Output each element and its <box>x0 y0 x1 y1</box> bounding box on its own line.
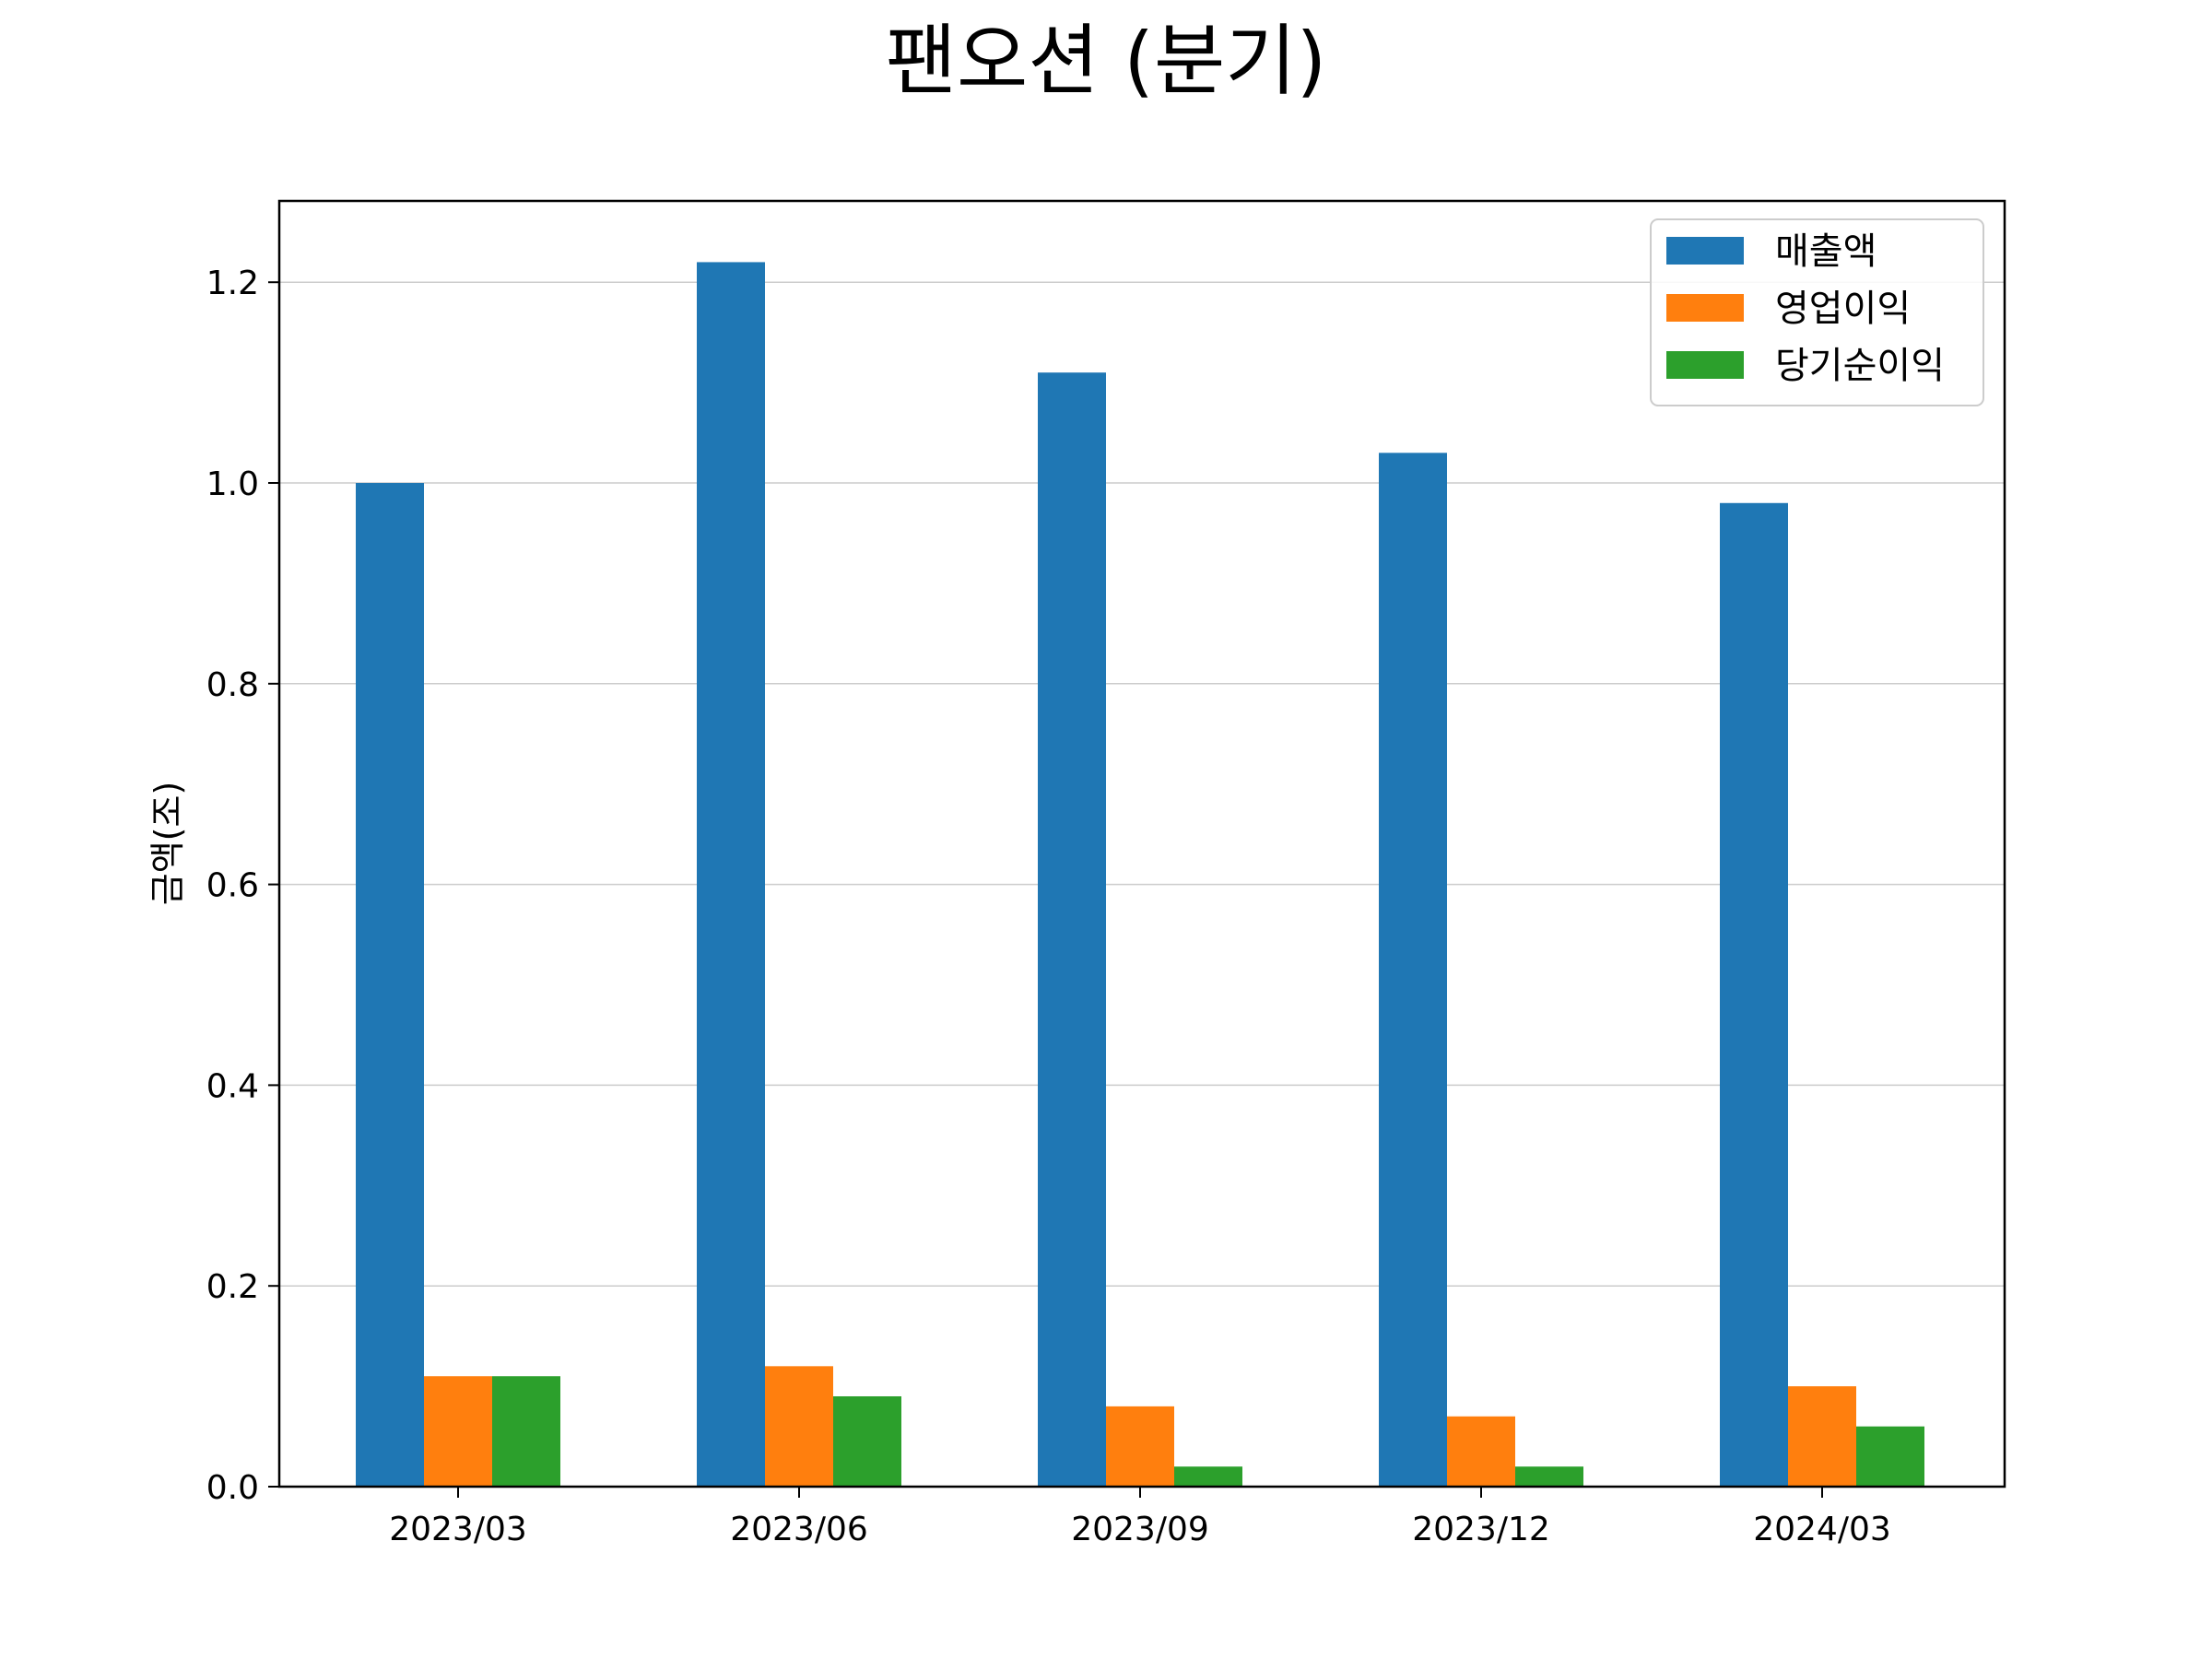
bar-series-1-category-1 <box>765 1366 833 1487</box>
bar-series-2-category-0 <box>492 1376 560 1487</box>
bar-series-0-category-4 <box>1720 502 1788 1487</box>
y-tick-label: 1.2 <box>206 265 259 302</box>
bars <box>356 262 1924 1488</box>
legend-label-0: 매출액 <box>1775 230 1877 273</box>
x-axis-ticks: 2023/03 2023/06 2023/09 2023/12 2024/03 <box>389 1487 1891 1548</box>
y-tick-label: 0.8 <box>206 666 259 704</box>
x-tick-label: 2023/09 <box>1071 1511 1209 1548</box>
y-axis-ticks: 0.0 0.2 0.4 0.6 0.8 1.0 1.2 <box>206 265 279 1507</box>
x-tick-label: 2023/12 <box>1412 1511 1550 1548</box>
y-tick-label: 1.0 <box>206 465 259 503</box>
y-tick-label: 0.0 <box>206 1469 259 1507</box>
gridlines <box>279 281 2005 1287</box>
chart-title: 팬오션 (분기) <box>886 16 1327 106</box>
bar-series-1-category-4 <box>1788 1386 1856 1487</box>
y-tick-label: 0.4 <box>206 1067 259 1105</box>
bar-series-2-category-4 <box>1856 1426 1924 1487</box>
bar-series-0-category-2 <box>1038 372 1106 1488</box>
x-tick-label: 2024/03 <box>1753 1511 1891 1548</box>
bar-series-1-category-0 <box>424 1376 492 1487</box>
bar-series-0-category-1 <box>697 262 765 1487</box>
bar-series-1-category-2 <box>1106 1406 1174 1487</box>
bar-series-2-category-2 <box>1174 1466 1242 1487</box>
y-axis-label: 금액(조) <box>147 782 188 906</box>
plot-frame <box>277 199 2006 1488</box>
bar-series-2-category-1 <box>833 1395 901 1487</box>
bar-series-1-category-3 <box>1447 1416 1515 1487</box>
y-tick-label: 0.6 <box>206 867 259 905</box>
legend-swatch-0 <box>1666 237 1744 265</box>
bar-series-0-category-3 <box>1379 453 1447 1487</box>
x-tick-label: 2023/06 <box>730 1511 868 1548</box>
bar-series-2-category-3 <box>1515 1466 1583 1487</box>
legend-swatch-1 <box>1666 294 1744 322</box>
x-tick-label: 2023/03 <box>389 1511 527 1548</box>
y-tick-label: 0.2 <box>206 1268 259 1306</box>
legend-label-1: 영업이익 <box>1775 288 1911 330</box>
bar-series-0-category-0 <box>356 483 424 1487</box>
legend-label-2: 당기순이익 <box>1775 345 1945 387</box>
legend-swatch-2 <box>1666 351 1744 379</box>
